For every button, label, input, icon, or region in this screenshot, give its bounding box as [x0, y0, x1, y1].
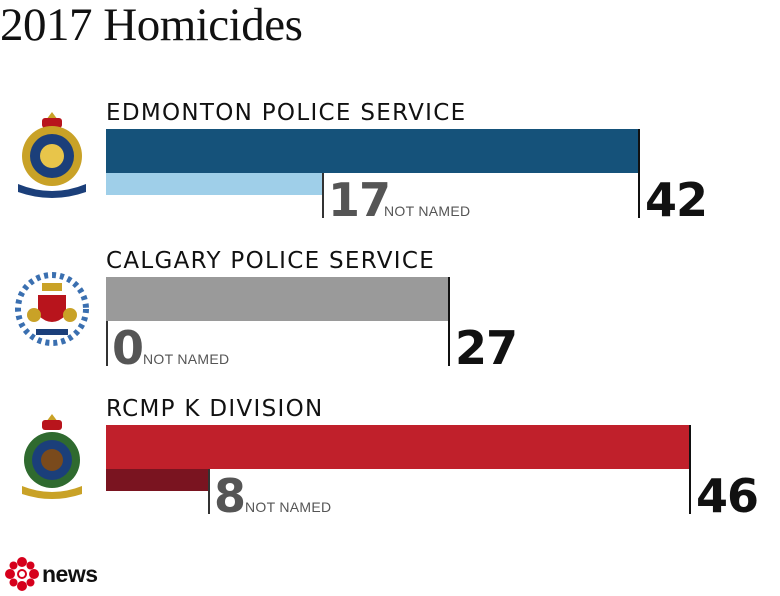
- not-named-value-label: 0: [112, 321, 144, 375]
- total-value-label: 27: [455, 321, 518, 375]
- edmonton-police-crest-icon: [18, 112, 86, 198]
- not-named-text: NOT NAMED: [384, 203, 471, 219]
- total-marker-line: [448, 277, 450, 366]
- total-bar: [106, 277, 449, 321]
- total-value-label: 42: [645, 173, 708, 227]
- agency-name-label: RCMP K DIVISION: [106, 396, 324, 422]
- not-named-text: NOT NAMED: [245, 499, 332, 515]
- total-marker-line: [638, 129, 640, 218]
- not-named-marker-line: [208, 469, 210, 514]
- not-named-text: NOT NAMED: [143, 351, 230, 367]
- not-named-marker-line: [106, 321, 108, 366]
- cbc-gem-logo-icon: [5, 557, 39, 591]
- rcmp-crest-icon: [22, 414, 82, 499]
- agency-name-label: CALGARY POLICE SERVICE: [106, 248, 436, 274]
- not-named-bar: [106, 469, 208, 491]
- not-named-value-label: 17: [328, 173, 391, 227]
- total-value-label: 46: [696, 469, 759, 523]
- not-named-value-label: 8: [214, 469, 246, 523]
- not-named-marker-line: [322, 173, 324, 218]
- cbc-news-logo-text: news: [42, 561, 98, 587]
- agency-name-label: EDMONTON POLICE SERVICE: [106, 100, 467, 126]
- not-named-bar: [106, 173, 322, 195]
- total-bar: [106, 129, 639, 173]
- total-marker-line: [689, 425, 691, 514]
- calgary-police-crest-icon: [15, 272, 89, 346]
- total-bar: [106, 425, 690, 469]
- chart-title: 2017 Homicides: [0, 0, 303, 51]
